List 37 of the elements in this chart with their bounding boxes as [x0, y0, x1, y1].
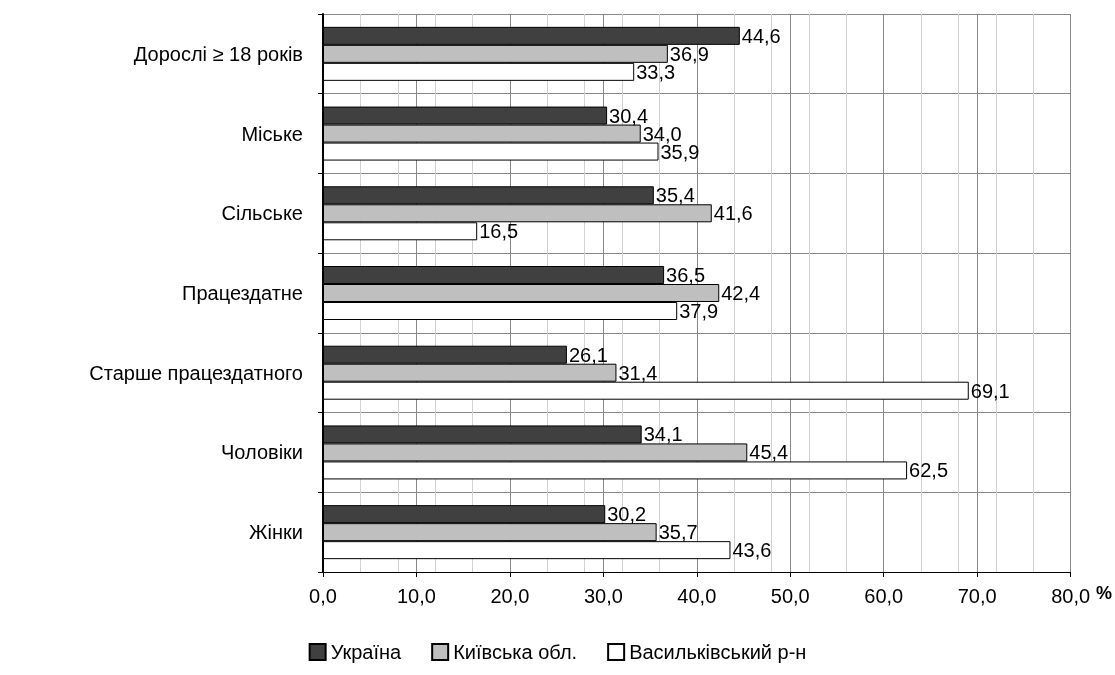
data-label: 36,5 [666, 264, 706, 286]
data-label: 69,1 [970, 379, 1010, 402]
data-label: 41,6 [713, 202, 753, 225]
data-label: 62,5 [909, 459, 949, 482]
legend-label: Київська обл. [453, 641, 578, 663]
data-label: 44,6 [741, 24, 781, 47]
legend-label: Васильківський р-н [629, 641, 807, 663]
x-axis-title: % [1096, 583, 1113, 603]
data-label: 30,4 [609, 104, 649, 127]
data-label: 43,6 [732, 539, 772, 562]
x-tick-label: 40,0 [677, 585, 717, 607]
data-label: 34,1 [643, 423, 683, 446]
data-label: 45,4 [749, 441, 789, 464]
y-tick-label: Чоловіки [220, 441, 303, 464]
x-tick-label: 60,0 [864, 585, 904, 607]
x-tick-label: 70,0 [957, 585, 997, 607]
data-label: 37,9 [679, 300, 719, 322]
data-label: 30,2 [607, 503, 647, 526]
data-label: 42,4 [721, 282, 761, 304]
y-tick-label: Міське [241, 122, 303, 145]
data-label: 35,7 [658, 521, 698, 544]
x-tick-label: 10,0 [396, 585, 436, 607]
y-tick-label: Сільське [221, 202, 303, 225]
legend-label: Україна [330, 641, 403, 663]
y-tick-label: Дорослі ≥ 18 років [133, 42, 303, 65]
y-tick-label: Працездатне [182, 282, 303, 304]
x-tick-label: 50,0 [770, 585, 810, 607]
y-tick-label: Старше працездатного [89, 361, 303, 384]
x-tick-label: 0,0 [309, 585, 337, 607]
x-tick-label: 30,0 [583, 585, 623, 607]
data-label: 26,1 [568, 343, 608, 366]
x-tick-label: 80,0 [1051, 585, 1091, 607]
data-label: 35,4 [655, 184, 695, 207]
data-label: 31,4 [618, 361, 658, 384]
x-tick-label: 20,0 [490, 585, 530, 607]
data-label: 16,5 [479, 220, 519, 243]
y-tick-label: Жінки [249, 521, 303, 544]
